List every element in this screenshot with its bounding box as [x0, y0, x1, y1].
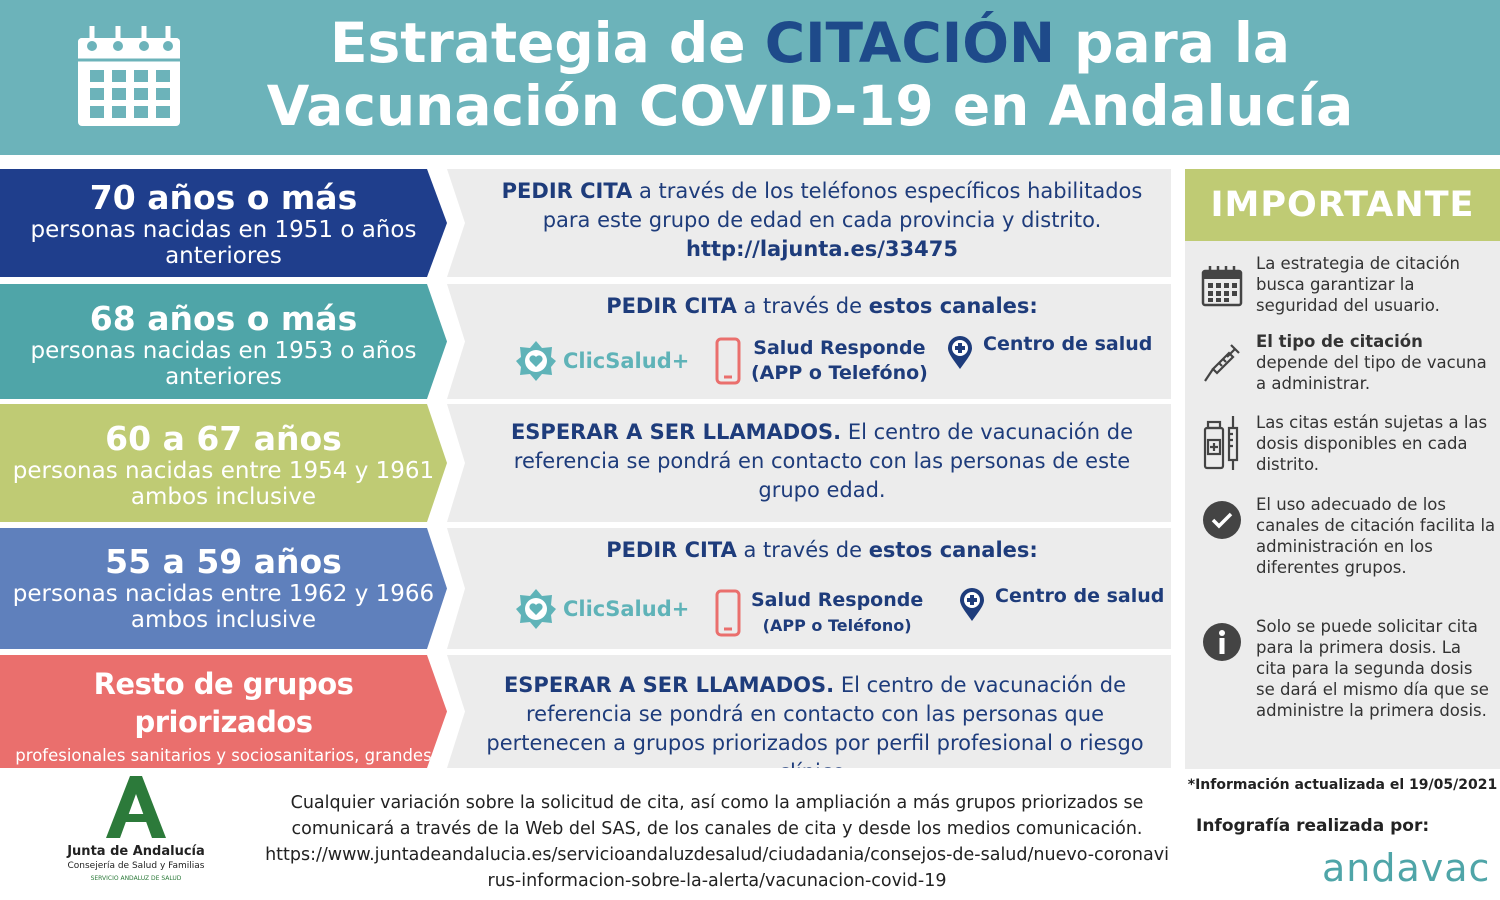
important-item-text: depende del tipo de vacuna a administrar… [1256, 353, 1487, 393]
channel-centro-salud[interactable]: Centro de salud [947, 333, 1153, 370]
group-desc: personas nacidas en 1951 o años anterior… [30, 217, 417, 269]
salud-responde-label: Salud Responde [751, 589, 924, 611]
syringe-icon [1204, 344, 1240, 382]
junta-subtitle: Consejería de Salud y Familias [67, 861, 205, 871]
title-line2: Vacunación COVID-19 en Andalucía [266, 74, 1354, 138]
instruction-box-3: ESPERAR A SER LLAMADOS. El centro de vac… [447, 404, 1171, 522]
instruction-bold-2: estos canales: [868, 538, 1038, 562]
instruction-bold: ESPERAR A SER LLAMADOS. [510, 420, 842, 444]
important-item-text: Solo se puede solicitar cita para la pri… [1256, 617, 1489, 720]
title-highlight: CITACIÓN [764, 11, 1055, 75]
location-pin-icon [960, 588, 984, 621]
title-part1: Estrategia de [329, 11, 765, 75]
salud-responde-sub: (APP o Teléfono) [762, 616, 912, 635]
instruction-box-4: PEDIR CITA a través de estos canales: Cl… [447, 528, 1171, 649]
centro-salud-label: Centro de salud [995, 585, 1165, 607]
info-circle-icon [1203, 623, 1241, 661]
group-arrow-60-67: 60 a 67 años personas nacidas entre 1954… [0, 404, 447, 522]
clicsalud-icon [516, 589, 556, 629]
phone-icon [715, 589, 741, 637]
instruction-bold: PEDIR CITA [606, 294, 737, 318]
salud-responde-sub: (APP o Telefóno) [751, 362, 928, 384]
andavac-logo: andavac [1322, 846, 1491, 890]
group-arrow-resto: Resto de grupos priorizados profesionale… [0, 655, 447, 768]
group-arrow-70: 70 años o más personas nacidas en 1951 o… [0, 169, 447, 277]
location-pin-icon [948, 336, 972, 369]
footer-note: Cualquier variación sobre la solicitud d… [262, 790, 1172, 894]
vial-syringe-icon [1203, 416, 1239, 470]
group-arrow-68: 68 años o más personas nacidas en 1953 o… [0, 284, 447, 399]
instruction-text: a través de [736, 294, 869, 318]
group-arrow-55-59: 55 a 59 años personas nacidas entre 1962… [0, 528, 447, 649]
made-by-label: Infografía realizada por: [1196, 816, 1430, 836]
important-item-text: El uso adecuado de los canales de citaci… [1256, 495, 1496, 577]
footer-url[interactable]: https://www.juntadeandalucia.es/servicio… [265, 845, 1169, 891]
header-banner: Estrategia de CITACIÓN para la Vacunació… [0, 0, 1500, 155]
instruction-link[interactable]: http://lajunta.es/33475 [686, 237, 958, 261]
channel-salud-responde[interactable]: Salud Responde (APP o Teléfono) [715, 588, 923, 638]
clicsalud-icon [516, 341, 556, 381]
group-desc: personas nacidas en 1953 o años anterior… [30, 338, 417, 390]
clicsalud-label: ClicSalud+ [563, 597, 690, 621]
phone-icon [715, 337, 741, 385]
instruction-bold: PEDIR CITA [501, 179, 633, 203]
group-age: 70 años o más [89, 178, 358, 217]
instruction-text: El centro de vacunación de referencia se… [486, 673, 1144, 784]
instruction-text: a través de [736, 538, 869, 562]
group-desc: profesionales sanitarios y sociosanitari… [15, 746, 432, 787]
junta-a-logo-icon [106, 776, 166, 838]
instruction-box-1: PEDIR CITA a través de los teléfonos esp… [447, 169, 1171, 277]
group-age: Resto de grupos priorizados [93, 667, 354, 739]
junta-name: Junta de Andalucía [67, 844, 205, 859]
important-title: IMPORTANTE [1185, 169, 1500, 241]
centro-salud-label: Centro de salud [983, 333, 1153, 355]
calendar-icon [78, 26, 180, 126]
channel-centro-salud[interactable]: Centro de salud [959, 585, 1165, 622]
page-title: Estrategia de CITACIÓN para la Vacunació… [240, 12, 1380, 138]
junta-sas: SERVICIO ANDALUZ DE SALUD [90, 875, 182, 882]
instruction-bold-2: estos canales: [868, 294, 1038, 318]
check-circle-icon [1203, 501, 1241, 539]
calendar-icon [1201, 266, 1243, 307]
instruction-bold: ESPERAR A SER LLAMADOS. [503, 673, 835, 697]
updated-date: *Información actualizada el 19/05/2021 [1187, 777, 1498, 793]
title-part2: para la [1055, 11, 1290, 75]
important-item-bold: El tipo de citación [1256, 332, 1423, 351]
junta-logo: Junta de Andalucía Consejería de Salud y… [48, 776, 224, 886]
footer-note-text: Cualquier variación sobre la solicitud d… [290, 793, 1144, 839]
channel-clicsalud[interactable]: ClicSalud+ [515, 588, 689, 630]
important-item-text: La estrategia de citación busca garantiz… [1256, 254, 1461, 315]
channel-salud-responde[interactable]: Salud Responde (APP o Telefóno) [715, 336, 928, 386]
instruction-box-5: ESPERAR A SER LLAMADOS. El centro de vac… [447, 655, 1171, 768]
group-age: 60 a 67 años [105, 419, 342, 458]
group-age: 55 a 59 años [105, 542, 342, 581]
important-panel: IMPORTANTE La estrategia de citación bus… [1185, 169, 1500, 769]
instruction-text: El centro de vacunación de referencia se… [513, 420, 1134, 502]
channel-clicsalud[interactable]: ClicSalud+ [515, 340, 689, 382]
important-item-text: Las citas están sujetas a las dosis disp… [1256, 413, 1488, 474]
clicsalud-label: ClicSalud+ [563, 349, 690, 373]
group-age: 68 años o más [89, 299, 358, 338]
instruction-box-2: PEDIR CITA a través de estos canales: Cl… [447, 284, 1171, 399]
group-desc: personas nacidas entre 1954 y 1961 ambos… [12, 458, 435, 510]
instruction-text: a través de los teléfonos específicos ha… [542, 179, 1143, 232]
instruction-bold: PEDIR CITA [606, 538, 737, 562]
group-desc: personas nacidas entre 1962 y 1966 ambos… [12, 581, 435, 633]
salud-responde-label: Salud Responde [753, 337, 926, 359]
